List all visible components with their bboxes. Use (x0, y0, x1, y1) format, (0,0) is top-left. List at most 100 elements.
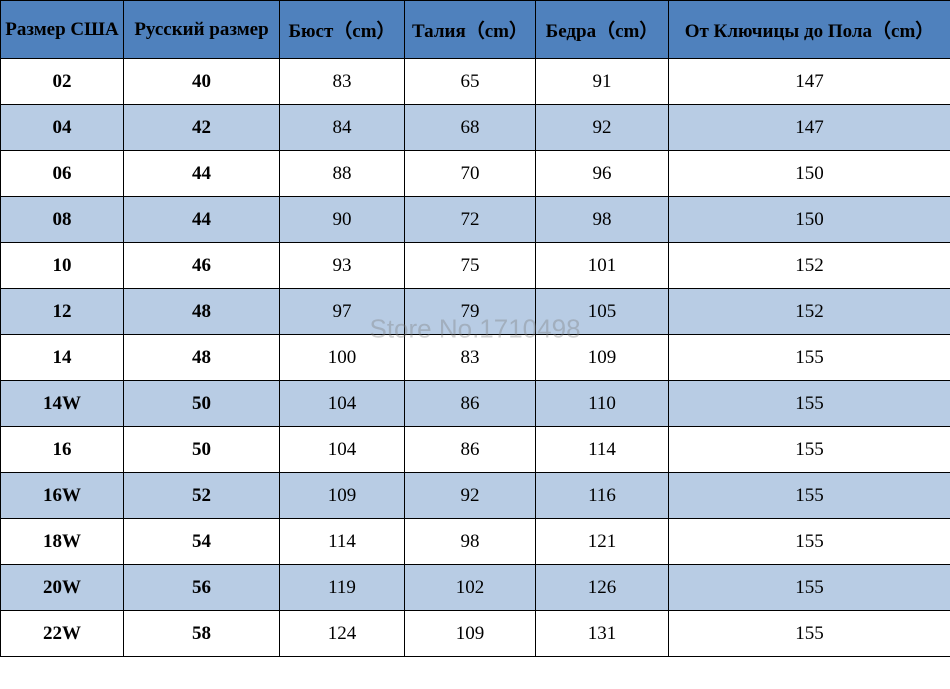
column-header: Бюст（cm） (280, 1, 405, 59)
table-row: 0644887096150 (1, 151, 950, 197)
table-row: 144810083109155 (1, 335, 950, 381)
table-cell: 109 (405, 611, 536, 657)
table-cell: 131 (536, 611, 669, 657)
table-cell: 10 (1, 243, 124, 289)
table-cell: 147 (669, 105, 950, 151)
table-cell: 105 (536, 289, 669, 335)
table-cell: 16W (1, 473, 124, 519)
column-header: Талия（cm） (405, 1, 536, 59)
table-cell: 92 (536, 105, 669, 151)
table-row: 14W5010486110155 (1, 381, 950, 427)
table-cell: 75 (405, 243, 536, 289)
table-cell: 114 (280, 519, 405, 565)
table-cell: 86 (405, 427, 536, 473)
table-cell: 46 (124, 243, 280, 289)
table-cell: 155 (669, 565, 950, 611)
table-cell: 155 (669, 473, 950, 519)
table-cell: 114 (536, 427, 669, 473)
table-cell: 92 (405, 473, 536, 519)
table-cell: 91 (536, 59, 669, 105)
table-cell: 98 (405, 519, 536, 565)
table-cell: 110 (536, 381, 669, 427)
table-cell: 68 (405, 105, 536, 151)
table-cell: 150 (669, 197, 950, 243)
table-cell: 155 (669, 381, 950, 427)
table-cell: 152 (669, 289, 950, 335)
table-cell: 56 (124, 565, 280, 611)
table-cell: 152 (669, 243, 950, 289)
size-chart-wrapper: Размер СШАРусский размерБюст（cm）Талия（cm… (0, 0, 950, 657)
table-cell: 93 (280, 243, 405, 289)
table-cell: 83 (280, 59, 405, 105)
table-cell: 20W (1, 565, 124, 611)
table-cell: 102 (405, 565, 536, 611)
column-header: Бедра（cm） (536, 1, 669, 59)
table-cell: 42 (124, 105, 280, 151)
size-chart-table: Размер СШАРусский размерБюст（cm）Талия（cm… (0, 0, 950, 657)
table-cell: 147 (669, 59, 950, 105)
table-cell: 109 (536, 335, 669, 381)
table-cell: 50 (124, 381, 280, 427)
table-cell: 14 (1, 335, 124, 381)
column-header: От Ключицы до Пола（cm） (669, 1, 950, 59)
table-row: 165010486114155 (1, 427, 950, 473)
table-header-row: Размер СШАРусский размерБюст（cm）Талия（cm… (1, 1, 950, 59)
table-cell: 119 (280, 565, 405, 611)
table-row: 12489779105152 (1, 289, 950, 335)
table-cell: 44 (124, 197, 280, 243)
table-cell: 12 (1, 289, 124, 335)
table-row: 22W58124109131155 (1, 611, 950, 657)
table-cell: 86 (405, 381, 536, 427)
table-row: 18W5411498121155 (1, 519, 950, 565)
table-cell: 44 (124, 151, 280, 197)
table-cell: 18W (1, 519, 124, 565)
table-cell: 02 (1, 59, 124, 105)
table-cell: 14W (1, 381, 124, 427)
table-cell: 155 (669, 611, 950, 657)
table-cell: 104 (280, 427, 405, 473)
table-cell: 52 (124, 473, 280, 519)
table-cell: 04 (1, 105, 124, 151)
table-cell: 97 (280, 289, 405, 335)
table-cell: 150 (669, 151, 950, 197)
table-cell: 124 (280, 611, 405, 657)
table-cell: 22W (1, 611, 124, 657)
column-header: Русский размер (124, 1, 280, 59)
table-cell: 58 (124, 611, 280, 657)
table-cell: 48 (124, 289, 280, 335)
table-row: 0844907298150 (1, 197, 950, 243)
table-cell: 104 (280, 381, 405, 427)
table-row: 0442846892147 (1, 105, 950, 151)
table-cell: 101 (536, 243, 669, 289)
table-cell: 98 (536, 197, 669, 243)
table-cell: 83 (405, 335, 536, 381)
table-cell: 40 (124, 59, 280, 105)
table-row: 20W56119102126155 (1, 565, 950, 611)
table-cell: 72 (405, 197, 536, 243)
table-cell: 100 (280, 335, 405, 381)
column-header: Размер США (1, 1, 124, 59)
table-cell: 96 (536, 151, 669, 197)
table-cell: 70 (405, 151, 536, 197)
table-cell: 16 (1, 427, 124, 473)
table-cell: 126 (536, 565, 669, 611)
table-cell: 54 (124, 519, 280, 565)
table-row: 10469375101152 (1, 243, 950, 289)
table-row: 16W5210992116155 (1, 473, 950, 519)
table-cell: 50 (124, 427, 280, 473)
table-cell: 65 (405, 59, 536, 105)
table-row: 0240836591147 (1, 59, 950, 105)
table-cell: 116 (536, 473, 669, 519)
table-cell: 84 (280, 105, 405, 151)
table-cell: 109 (280, 473, 405, 519)
table-cell: 155 (669, 335, 950, 381)
table-cell: 155 (669, 519, 950, 565)
table-cell: 48 (124, 335, 280, 381)
table-cell: 90 (280, 197, 405, 243)
table-cell: 79 (405, 289, 536, 335)
table-cell: 121 (536, 519, 669, 565)
table-cell: 88 (280, 151, 405, 197)
table-cell: 06 (1, 151, 124, 197)
table-cell: 08 (1, 197, 124, 243)
table-cell: 155 (669, 427, 950, 473)
